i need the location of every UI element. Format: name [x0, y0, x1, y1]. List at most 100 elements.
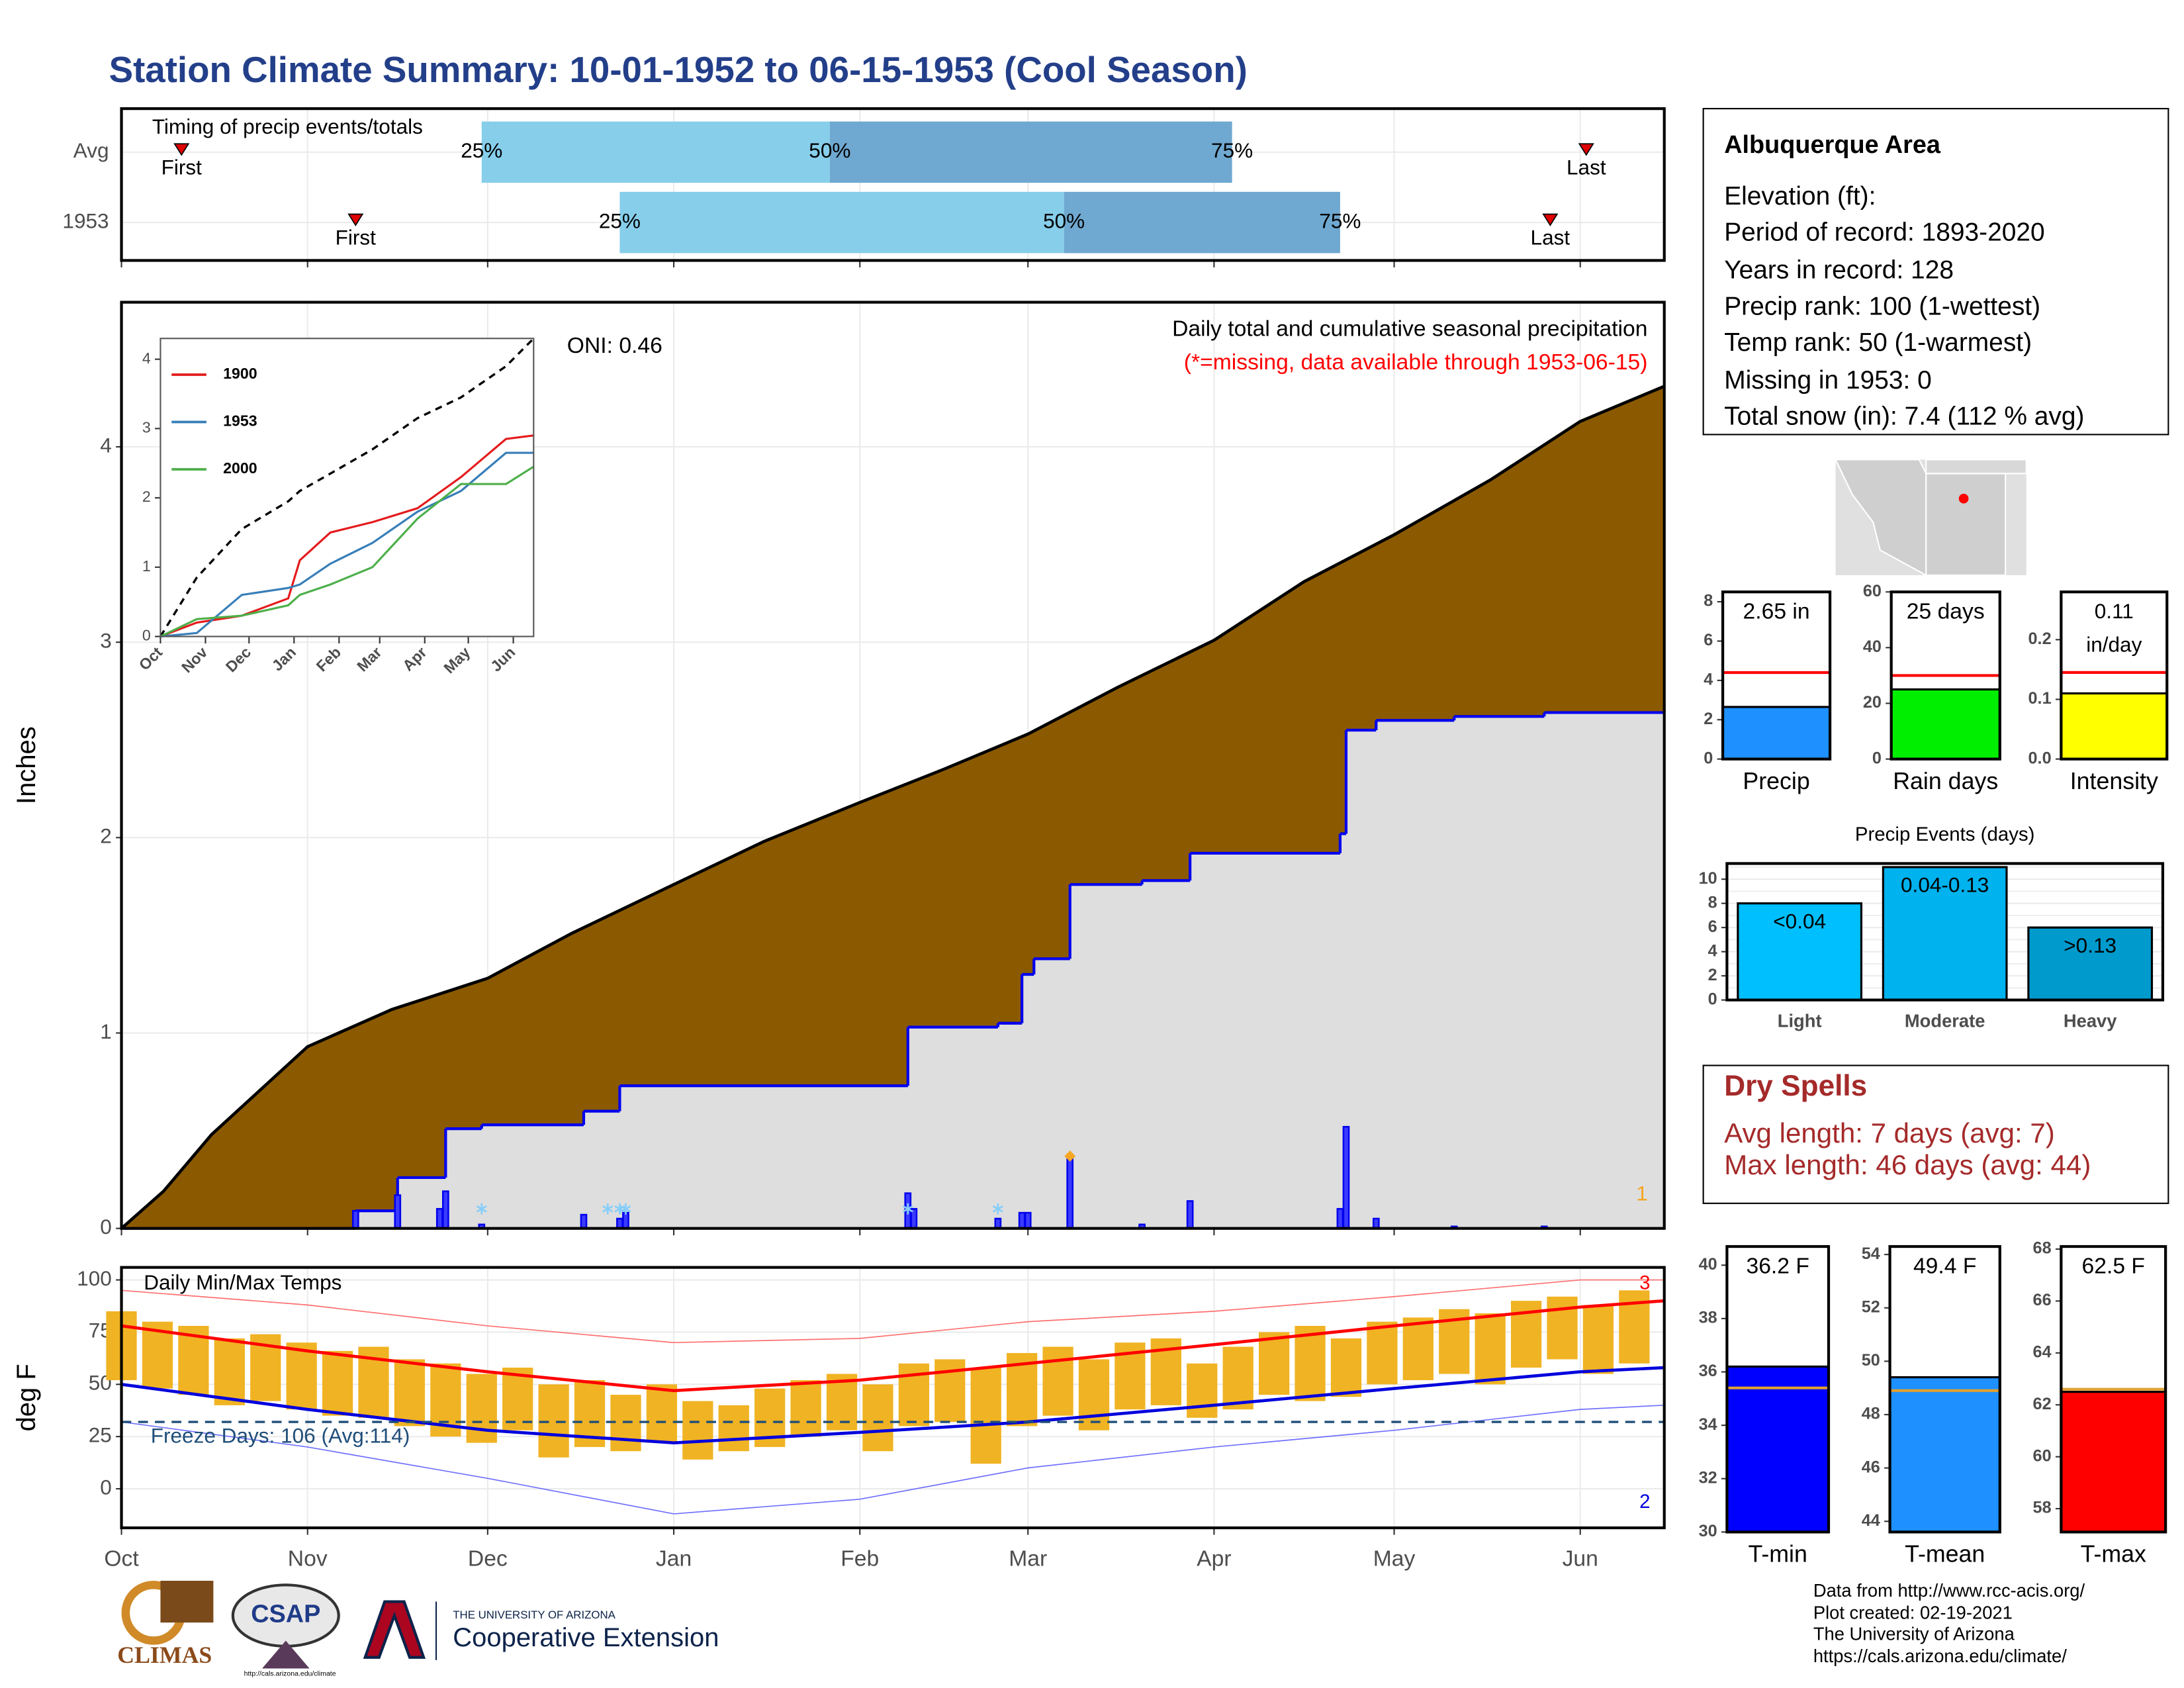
daily-bar: [394, 1194, 402, 1229]
temp-range-bar: [970, 1368, 1001, 1464]
daily-bar: [616, 1217, 623, 1229]
y-tick-label: 0: [1704, 749, 1713, 767]
y-tick-label: 36: [1699, 1362, 1717, 1380]
y-tick-label: 10: [1699, 869, 1717, 888]
snow-marker: [620, 1203, 631, 1215]
snow-stroke: [992, 1205, 1003, 1213]
csap-logo-text: CSAP: [251, 1601, 320, 1628]
y-tick-label: 0.0: [2028, 749, 2052, 767]
freeze-label: Freeze Days: 106 (Avg:114): [151, 1424, 410, 1448]
x-tick-label: Rain days: [1893, 768, 1998, 794]
daily-bar: [351, 1209, 359, 1229]
value-label: 2.65 in: [1743, 600, 1810, 624]
temp-range-bar: [1475, 1313, 1506, 1385]
event-label: First: [336, 226, 377, 250]
value-label: 62.5 F: [2082, 1254, 2145, 1278]
snow-stroke: [620, 1205, 631, 1213]
inset-background: [160, 338, 534, 637]
y-tick-label: 6: [1708, 917, 1717, 936]
daily-bar: [1018, 1211, 1026, 1229]
logos: CLIMAS CSAP http://cals.arizona.edu/clim…: [117, 1580, 719, 1678]
credit-line: Plot created: 02-19-2021: [1813, 1603, 2013, 1623]
event-label: Last: [1567, 155, 1606, 179]
bar: [2060, 1391, 2167, 1533]
series-line: [159, 465, 535, 637]
temp-range-bar: [1330, 1338, 1362, 1397]
x-tick-label: Precip: [1743, 768, 1809, 794]
value-label: <0.04: [1773, 909, 1826, 933]
x-tick-label: Moderate: [1905, 1011, 1985, 1031]
info-line: Missing in 1953: 0: [1724, 366, 1932, 395]
snow-marker: [476, 1203, 487, 1215]
temp-range-bar: [1222, 1346, 1253, 1410]
plot-frame: [1721, 590, 1832, 761]
info-line: Elevation (ft):: [1724, 182, 1876, 211]
temp-range-bar: [1582, 1305, 1614, 1374]
daily-bar: [994, 1217, 1002, 1229]
quartile-bar: [829, 121, 1232, 183]
x-tick-label: Jun: [1563, 1546, 1598, 1571]
y-tick-label: 3: [100, 628, 112, 652]
dry-spells-box: [1702, 1064, 2169, 1204]
snow-stroke: [602, 1205, 614, 1213]
page-title: Station Climate Summary: 10-01-1952 to 0…: [109, 49, 1248, 90]
chart-title: Daily Min/Max Temps: [144, 1270, 341, 1294]
record-high-line: [121, 1279, 1664, 1344]
value-label: 0.11: [2095, 599, 2134, 623]
dry-spells-title: Dry Spells: [1724, 1070, 1867, 1102]
dry-spells-line: Avg length: 7 days (avg: 7): [1724, 1117, 2055, 1149]
y-tick-label: 4: [142, 350, 151, 367]
quartile-label: 25%: [599, 209, 641, 232]
chart-title: Precip Events (days): [1855, 823, 2035, 845]
csap-mountain: [262, 1640, 310, 1669]
temp-range-bar: [394, 1359, 426, 1427]
y-tick-label: 44: [1862, 1511, 1880, 1530]
normal-high-line: [121, 1299, 1664, 1393]
event-marker: [347, 213, 364, 226]
bar: [2060, 692, 2168, 761]
info-line: Precip rank: 100 (1-wettest): [1724, 292, 2040, 320]
row-label: 1953: [62, 209, 109, 232]
y-tick-label: 0.2: [2028, 630, 2052, 648]
snow-marker: [992, 1203, 1003, 1215]
y-tick-label: 3: [142, 418, 151, 436]
value-label: in/day: [2086, 633, 2142, 657]
temp-range-bar: [502, 1368, 533, 1430]
y-tick-label: 0: [1708, 990, 1717, 1008]
x-tick-label: May: [1373, 1546, 1416, 1571]
temp-range-bar: [286, 1342, 317, 1410]
climas-emblem: [160, 1580, 214, 1623]
y-tick-label: 4: [1704, 671, 1713, 689]
peak-marker: [1064, 1150, 1076, 1162]
y-tick-label: 54: [1862, 1244, 1880, 1263]
plot-frame: [120, 107, 1666, 262]
plot-frame: [159, 338, 535, 637]
daily-bar: [1066, 1157, 1074, 1229]
plot-frame: [1889, 590, 2001, 761]
quartile-label: 50%: [1043, 209, 1085, 232]
row-label: Avg: [73, 138, 109, 162]
bar: [1882, 866, 2008, 1002]
bar: [1888, 1376, 2001, 1533]
y-tick-label: 4: [1708, 941, 1717, 960]
low-count-label: 2: [1639, 1491, 1650, 1513]
temp-range-bar: [862, 1384, 893, 1452]
timeline-title: Timing of precip events/totals: [152, 115, 423, 138]
x-tick-label: T-max: [2081, 1541, 2146, 1568]
x-tick-label: Mar: [1009, 1546, 1047, 1571]
plot-frame: [120, 1266, 1666, 1530]
y-tick-label: 2: [100, 824, 112, 848]
legend-label: 1953: [223, 412, 257, 430]
temp-range-bar: [1295, 1325, 1326, 1401]
y-tick-label: 62: [2033, 1395, 2052, 1413]
plot-frame: [2060, 1244, 2167, 1534]
daily-bar: [622, 1211, 629, 1229]
event-marker: [1578, 143, 1594, 156]
temp-range-bar: [1187, 1363, 1218, 1418]
arizona-logo: [363, 1600, 426, 1659]
y-tick-label: 20: [1863, 693, 1882, 712]
y-tick-label: 40: [1863, 637, 1882, 656]
y-tick-label: 48: [1862, 1405, 1880, 1423]
y-tick-label: 6: [1704, 631, 1713, 649]
value-label: 36.2 F: [1746, 1254, 1809, 1278]
